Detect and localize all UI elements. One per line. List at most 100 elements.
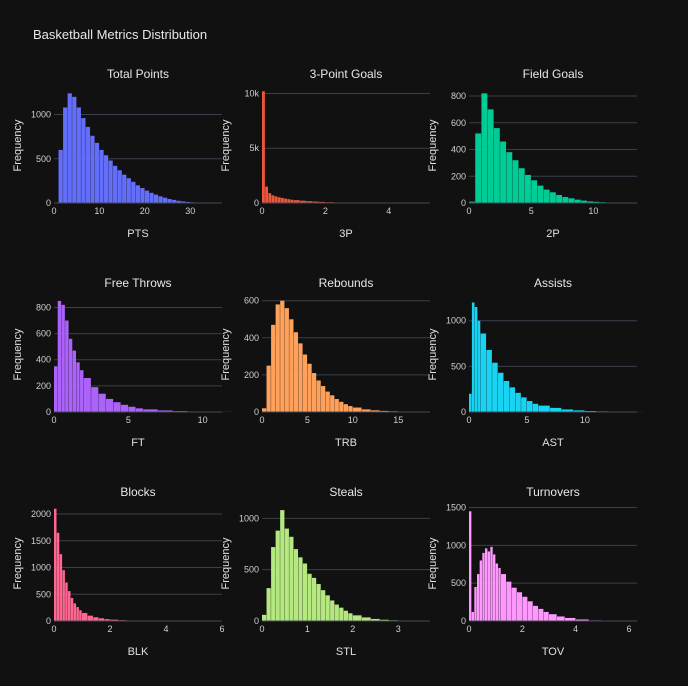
histogram-bar xyxy=(271,195,275,203)
histogram-bar xyxy=(339,401,344,412)
histogram-bar xyxy=(68,338,73,412)
y-tick-label: 200 xyxy=(36,381,51,391)
x-tick-label: 0 xyxy=(466,624,471,634)
x-tick-label: 2 xyxy=(520,624,525,634)
histogram-bar xyxy=(56,532,60,621)
histogram-bar xyxy=(122,174,127,203)
histogram-bar xyxy=(144,190,150,203)
histogram-bar xyxy=(512,160,519,203)
histogram-bar xyxy=(67,93,72,203)
histogram-bar xyxy=(108,160,113,203)
histogram-bar xyxy=(469,393,472,412)
y-tick-label: 0 xyxy=(461,616,466,626)
y-tick-label: 800 xyxy=(36,302,51,312)
histogram-bar xyxy=(306,201,313,203)
histogram-bar xyxy=(298,343,303,412)
histogram-bar xyxy=(274,196,278,203)
histogram-bar xyxy=(557,616,565,621)
histogram-bar xyxy=(57,300,62,412)
y-tick-label: 500 xyxy=(451,361,466,371)
x-tick-label: 15 xyxy=(393,415,403,425)
histogram-bar xyxy=(153,194,159,203)
y-tick-label: 0 xyxy=(254,407,259,417)
y-tick-label: 1500 xyxy=(446,503,466,513)
x-tick-label: 4 xyxy=(163,624,168,634)
histogram-bar xyxy=(162,197,168,203)
histogram-bar xyxy=(298,557,303,621)
histogram-bar xyxy=(316,584,321,621)
y-axis-label: Frequency xyxy=(12,537,24,589)
histogram-bar xyxy=(568,198,575,203)
histogram-bar xyxy=(131,181,136,203)
histogram-bar xyxy=(319,201,326,203)
y-tick-label: 500 xyxy=(36,589,51,599)
x-tick-label: 0 xyxy=(51,206,56,216)
histogram-bar xyxy=(293,332,299,412)
y-tick-label: 400 xyxy=(451,145,466,155)
x-tick-label: 10 xyxy=(588,206,598,216)
histogram-bar xyxy=(72,96,77,203)
page-title: Basketball Metrics Distribution xyxy=(33,27,208,42)
histogram-bar xyxy=(500,141,507,203)
histogram-bar xyxy=(334,604,339,621)
x-tick-label: 10 xyxy=(580,415,590,425)
y-tick-label: 0 xyxy=(46,198,51,208)
histogram-bar xyxy=(99,149,104,203)
histogram-bar xyxy=(493,128,500,203)
x-axis-label: TRB xyxy=(335,437,357,449)
histogram-bar xyxy=(498,568,501,621)
histogram-bar xyxy=(262,614,267,621)
histogram-bar xyxy=(533,605,539,621)
histogram-bar xyxy=(380,410,389,412)
histogram-bar xyxy=(287,199,291,203)
y-tick-label: 1000 xyxy=(31,110,51,120)
subplot-title: Turnovers xyxy=(526,485,580,499)
histogram-bar xyxy=(321,590,326,621)
histogram-bar xyxy=(110,619,119,621)
histogram-bar xyxy=(469,511,472,621)
histogram-bar xyxy=(348,613,353,621)
y-tick-label: 1000 xyxy=(239,513,259,523)
histogram-bar xyxy=(307,573,312,621)
histogram-bar xyxy=(79,610,82,621)
y-axis-label: Frequency xyxy=(220,537,232,589)
histogram-bar xyxy=(477,574,480,621)
histogram-bar xyxy=(311,373,317,412)
histogram-bar xyxy=(501,574,507,621)
histogram-bar xyxy=(117,170,122,203)
histogram-bar xyxy=(325,595,330,621)
histogram-bar xyxy=(475,133,482,203)
histogram-bar xyxy=(58,149,63,203)
histogram-bar xyxy=(280,300,285,412)
histogram-bar xyxy=(181,201,186,203)
histogram-bar xyxy=(479,560,483,621)
histogram-bar xyxy=(68,591,71,621)
subplot-title: Free Throws xyxy=(104,276,171,290)
histogram-bar xyxy=(485,548,488,621)
histogram-bar xyxy=(330,395,335,412)
histogram-bar xyxy=(593,201,600,203)
y-axis-label: Frequency xyxy=(12,328,24,380)
histogram-bar xyxy=(343,404,348,412)
x-tick-label: 6 xyxy=(626,624,631,634)
histogram-bar xyxy=(158,410,173,412)
y-axis-label: Frequency xyxy=(427,119,439,171)
x-tick-label: 0 xyxy=(259,206,264,216)
x-tick-label: 4 xyxy=(386,206,391,216)
x-tick-label: 0 xyxy=(51,415,56,425)
x-axis-label: AST xyxy=(542,437,564,449)
y-axis-label: Frequency xyxy=(220,328,232,380)
histogram-bar xyxy=(72,350,77,412)
histogram-bar xyxy=(265,186,269,203)
histogram-bar xyxy=(480,333,487,412)
histogram-bar xyxy=(477,320,481,412)
histogram-bar xyxy=(185,201,190,203)
histogram-bar xyxy=(271,547,276,621)
subplot-title: Field Goals xyxy=(523,67,584,81)
histogram-bar xyxy=(284,528,289,621)
histogram-bar xyxy=(348,406,353,412)
histogram-bar xyxy=(325,391,330,412)
y-axis-label: Frequency xyxy=(427,328,439,380)
histogram-bar xyxy=(262,408,267,412)
x-tick-label: 6 xyxy=(219,624,224,634)
